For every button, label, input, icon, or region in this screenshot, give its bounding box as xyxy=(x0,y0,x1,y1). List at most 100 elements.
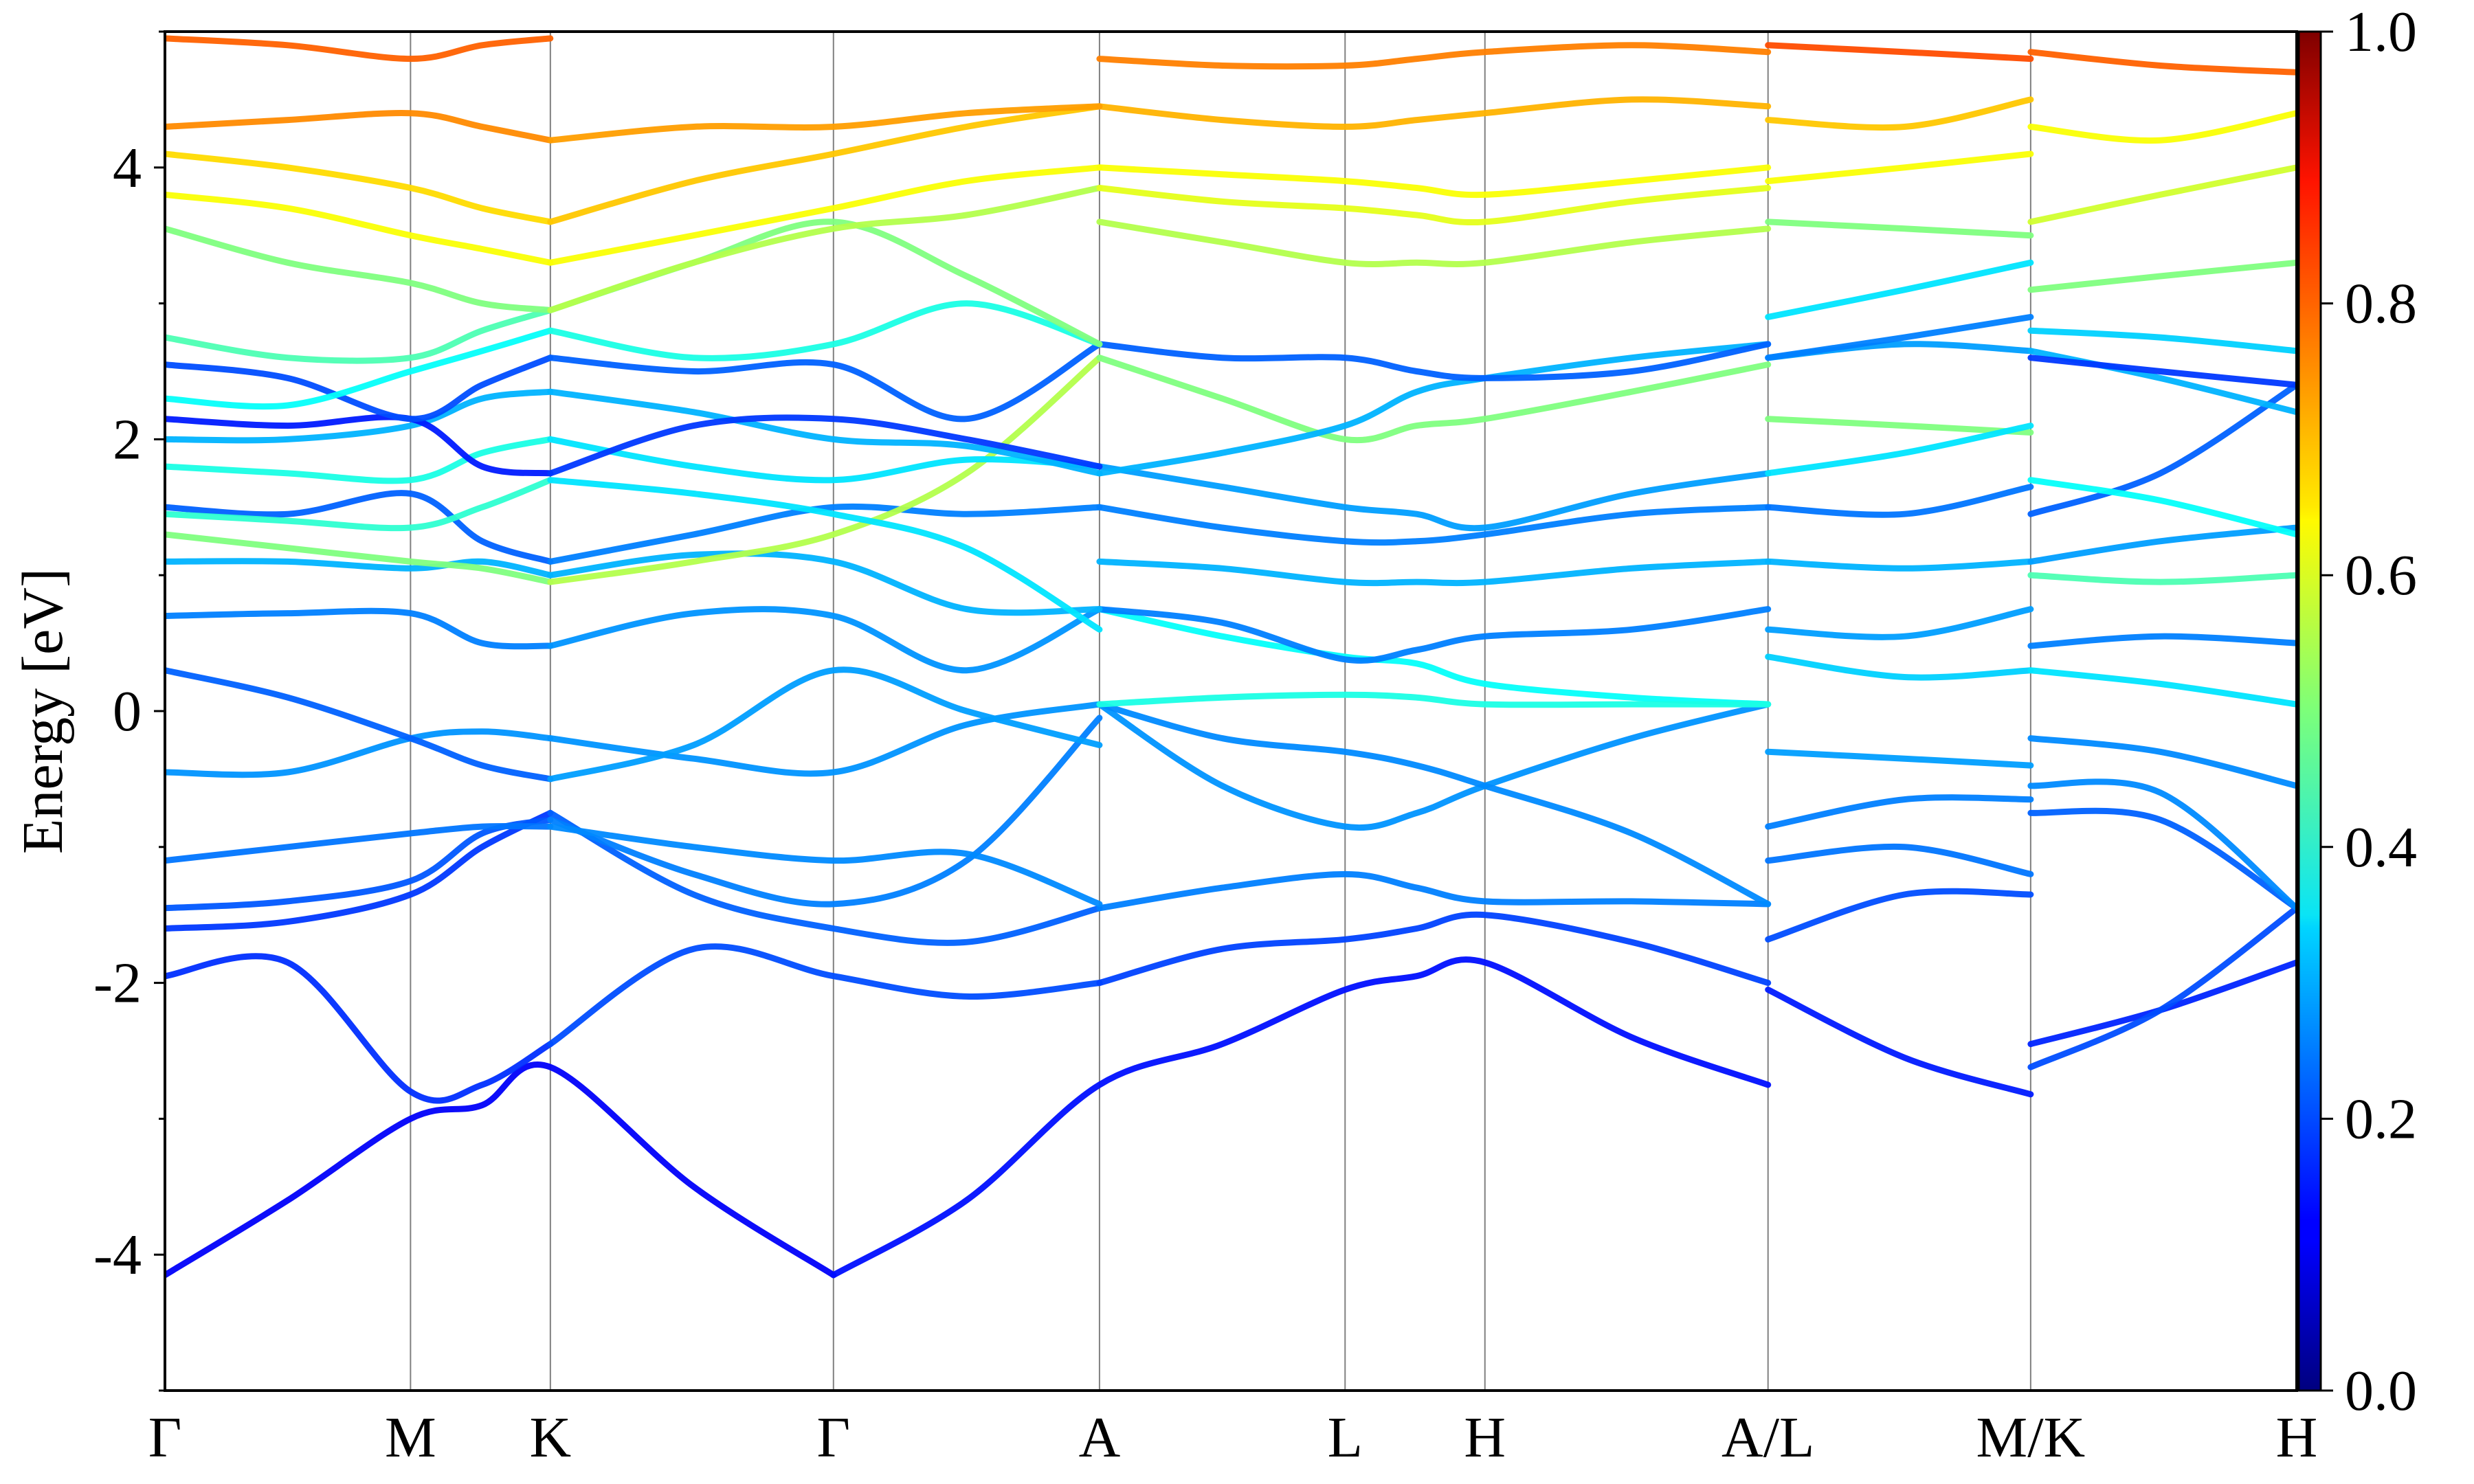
band-line xyxy=(1096,911,1772,987)
y-tick-label: -2 xyxy=(93,952,142,1015)
band-line xyxy=(1765,218,2034,239)
band-line xyxy=(1765,416,2034,436)
band-line xyxy=(1765,558,2034,572)
band-line xyxy=(1765,653,2034,681)
band-line xyxy=(1096,42,1772,70)
band-line xyxy=(547,164,1103,266)
band-line xyxy=(2027,477,2297,538)
band-line xyxy=(1096,218,1772,267)
band-line xyxy=(547,341,1103,423)
band-line xyxy=(165,355,554,423)
band-line xyxy=(2027,778,2297,912)
band-line xyxy=(1765,748,2034,769)
band-line xyxy=(165,531,554,585)
band-line xyxy=(1096,691,1772,708)
band-line xyxy=(165,388,554,444)
band-line xyxy=(1096,185,1772,226)
band-line xyxy=(165,436,554,484)
band-line xyxy=(1096,870,1772,912)
x-tick-label: Γ xyxy=(817,1406,851,1470)
band-line xyxy=(1096,606,1772,708)
band-line xyxy=(1096,558,1772,587)
band-line xyxy=(1096,164,1772,199)
band-line xyxy=(1765,794,2034,830)
x-tick-label: K xyxy=(530,1406,572,1470)
band-line xyxy=(1765,42,2034,63)
band-line xyxy=(547,414,1103,477)
band-line xyxy=(1765,606,2034,640)
y-tick-label: -4 xyxy=(93,1223,142,1287)
x-tick-label: Γ xyxy=(148,1406,182,1470)
band-line xyxy=(2027,667,2297,708)
band-line xyxy=(1096,606,1772,664)
band-line xyxy=(165,35,554,63)
band-line xyxy=(547,436,1103,484)
band-line xyxy=(547,355,1103,585)
band-line xyxy=(1096,341,1772,381)
band-line xyxy=(1765,888,2034,943)
band-line xyxy=(547,715,1103,908)
x-tick-label: L xyxy=(1328,1406,1363,1470)
band-line xyxy=(2027,524,2297,565)
band-line xyxy=(547,550,1103,616)
band-line xyxy=(547,477,1103,633)
high-symmetry-gridlines xyxy=(410,32,2031,1391)
band-line xyxy=(547,809,1103,946)
band-line xyxy=(165,477,554,532)
band-line xyxy=(547,606,1103,674)
y-tick-label: 2 xyxy=(113,407,142,471)
band-line xyxy=(830,956,1772,1279)
band-line xyxy=(1765,150,2034,185)
band-line xyxy=(2027,348,2297,416)
band-line xyxy=(547,701,1103,777)
band-line xyxy=(165,607,554,650)
y-tick-label: 0 xyxy=(113,679,142,743)
bands-group xyxy=(165,35,2297,1279)
band-line xyxy=(2027,355,2297,388)
band-line xyxy=(165,327,554,410)
band-line xyxy=(2027,49,2297,76)
band-line xyxy=(2027,735,2297,789)
x-tick-label: M/K xyxy=(1976,1406,2086,1470)
band-line xyxy=(165,816,554,912)
band-line xyxy=(547,388,1103,477)
band-line xyxy=(547,103,1103,144)
band-line xyxy=(547,823,1103,908)
band-line xyxy=(2027,633,2297,649)
band-line xyxy=(165,667,554,783)
band-line xyxy=(2027,259,2297,293)
band-line xyxy=(165,191,554,266)
y-axis: -4 -2 0 2 4 xyxy=(93,30,165,1392)
colorbar-tick-label: 0.2 xyxy=(2345,1087,2417,1151)
band-line xyxy=(1765,313,2034,361)
band-line xyxy=(165,809,554,932)
band-line xyxy=(1096,96,1772,130)
colorbar-tick-label: 1.0 xyxy=(2345,0,2417,64)
colorbar-tick-label: 0.4 xyxy=(2345,816,2417,879)
band-line xyxy=(2027,905,2297,1070)
band-line xyxy=(547,666,1103,783)
band-line xyxy=(1096,341,1772,477)
band-line xyxy=(165,490,554,565)
band-line xyxy=(165,1061,837,1279)
band-line xyxy=(547,103,1103,225)
band-line xyxy=(2027,959,2297,1048)
band-line xyxy=(1765,96,2034,131)
band-line xyxy=(1096,701,1772,908)
band-line xyxy=(165,109,554,144)
x-tick-label: H xyxy=(1464,1406,1506,1470)
x-tick-label: M xyxy=(385,1406,436,1470)
band-line xyxy=(165,728,554,778)
band-line xyxy=(1765,259,2034,320)
band-line xyxy=(2027,110,2297,144)
band-line xyxy=(165,822,554,864)
x-axis: Γ M K Γ A L H A/L M/K H xyxy=(148,1406,2318,1470)
band-line xyxy=(2027,327,2297,355)
colorbar-tick-label: 0.8 xyxy=(2345,272,2417,336)
band-line xyxy=(165,953,554,1104)
colorbar-tick-label: 0.0 xyxy=(2345,1359,2417,1423)
band-line xyxy=(165,150,554,225)
x-tick-label: A xyxy=(1079,1406,1121,1470)
y-tick-label: 4 xyxy=(113,136,142,200)
